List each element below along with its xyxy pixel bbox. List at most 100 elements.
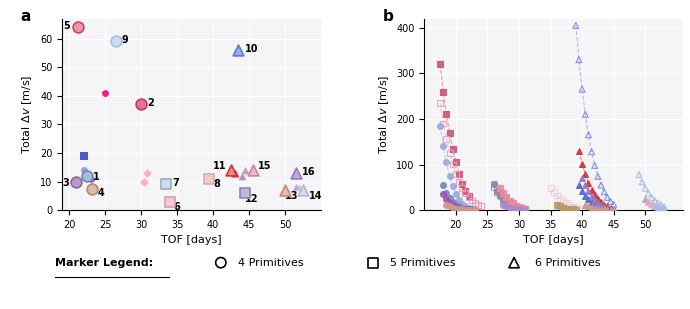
Point <box>571 205 582 210</box>
Point <box>586 200 597 205</box>
Point <box>466 207 477 212</box>
Point <box>463 205 474 210</box>
Point <box>605 199 616 204</box>
Point <box>652 200 663 205</box>
Point <box>659 206 670 211</box>
Point <box>513 205 524 210</box>
Point <box>593 206 604 211</box>
Point <box>444 204 455 209</box>
Point <box>469 200 480 205</box>
Text: 12: 12 <box>246 194 259 204</box>
Point <box>555 196 566 201</box>
Point <box>473 202 484 207</box>
Point <box>602 195 613 200</box>
Point <box>608 207 619 212</box>
Point <box>595 207 607 212</box>
Point <box>577 207 588 212</box>
Point <box>573 148 584 153</box>
Point <box>99 91 110 95</box>
Point <box>87 186 98 191</box>
Point <box>489 181 500 186</box>
Point <box>646 202 657 207</box>
Point <box>204 176 215 181</box>
Point <box>229 171 240 176</box>
Point <box>599 202 610 207</box>
Point <box>513 207 524 212</box>
Point <box>497 198 509 203</box>
Point <box>466 198 477 203</box>
Point <box>561 206 572 211</box>
Point <box>463 193 474 198</box>
Point <box>80 173 91 178</box>
Point <box>441 160 452 165</box>
Point <box>586 149 597 154</box>
Point <box>583 197 594 202</box>
Point <box>595 183 607 188</box>
Point <box>290 185 302 190</box>
Point <box>580 112 591 117</box>
Point <box>460 191 471 196</box>
Point <box>444 173 455 178</box>
Point <box>161 182 172 187</box>
Point <box>507 201 518 206</box>
Point <box>548 189 559 194</box>
Point <box>608 207 619 212</box>
Point <box>643 199 654 204</box>
Point <box>577 161 588 166</box>
Point <box>447 199 458 204</box>
Point <box>580 171 591 176</box>
Point <box>463 207 474 212</box>
Point <box>649 198 660 203</box>
Text: 1: 1 <box>93 172 100 182</box>
Point <box>447 162 458 167</box>
Point <box>435 123 446 128</box>
Point <box>469 207 480 212</box>
Point <box>453 171 464 176</box>
X-axis label: TOF [days]: TOF [days] <box>524 235 584 245</box>
Point <box>564 207 575 212</box>
Point <box>558 198 569 203</box>
Point <box>589 206 600 211</box>
Point <box>497 193 509 198</box>
Point <box>495 189 506 194</box>
Point <box>652 205 663 210</box>
Point <box>555 204 566 209</box>
Point <box>605 207 616 212</box>
Point <box>86 176 97 181</box>
Point <box>595 200 607 205</box>
Point <box>437 183 448 188</box>
Point <box>489 185 500 190</box>
Point <box>463 195 474 200</box>
Point <box>451 171 462 176</box>
Point <box>460 207 471 212</box>
Point <box>589 197 600 202</box>
Point <box>520 207 531 212</box>
Point <box>605 206 616 211</box>
Point <box>589 193 600 197</box>
Point <box>599 204 610 209</box>
Point <box>451 206 462 211</box>
Point <box>453 198 464 203</box>
Point <box>595 203 607 208</box>
Point <box>453 204 464 209</box>
Point <box>517 206 528 211</box>
Point <box>435 100 446 105</box>
Point <box>573 183 584 188</box>
Point <box>633 172 644 177</box>
Point <box>589 202 600 207</box>
Point <box>567 204 578 209</box>
Point <box>640 186 651 191</box>
Point <box>605 205 616 210</box>
Point <box>577 176 588 181</box>
Point <box>583 204 594 209</box>
Point <box>573 206 584 211</box>
Point <box>489 181 500 186</box>
Point <box>469 207 480 212</box>
Point <box>507 206 518 211</box>
Point <box>437 192 448 197</box>
Point <box>517 207 528 212</box>
Point <box>457 206 468 211</box>
Point <box>504 202 515 207</box>
Text: 15: 15 <box>258 161 272 171</box>
Point <box>236 173 247 178</box>
